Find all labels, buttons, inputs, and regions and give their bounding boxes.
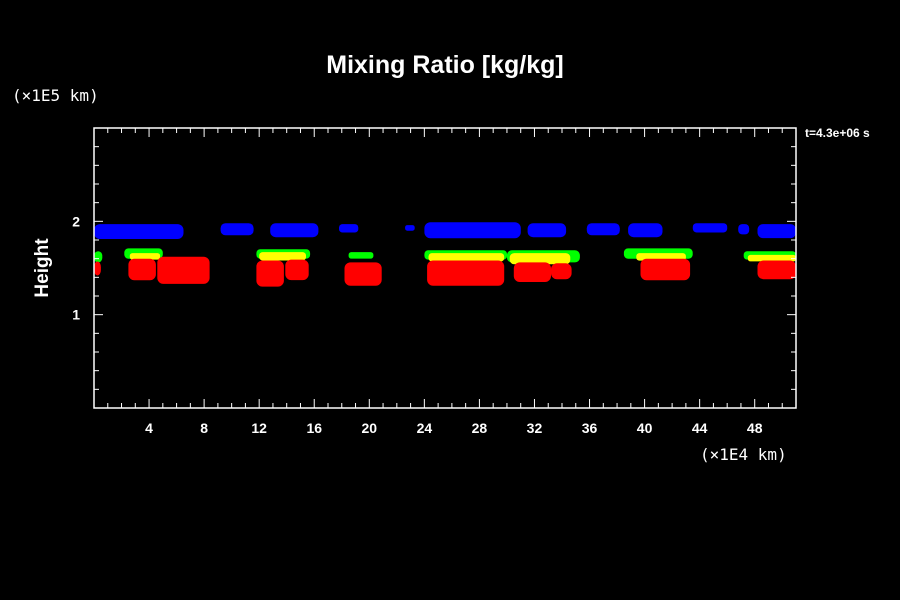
x-tick-label: 36 [582, 420, 598, 436]
region-upper-layer-9 [628, 223, 663, 238]
region-level-mid-1 [129, 253, 161, 260]
y-tick-label: 2 [72, 213, 80, 229]
region-level-low-3 [157, 256, 210, 284]
x-tick-label: 32 [527, 420, 543, 436]
region-upper-layer-6 [424, 222, 521, 239]
region-upper-layer-8 [586, 223, 620, 236]
region-level-low-7 [427, 260, 505, 286]
region-level-high-4 [348, 252, 374, 259]
region-level-low-6 [344, 262, 382, 286]
region-upper-layer-3 [270, 223, 319, 238]
y-axis-title: Height [32, 238, 53, 298]
region-upper-layer-11 [738, 224, 750, 235]
x-tick-label: 20 [362, 420, 378, 436]
region-level-low-10 [640, 258, 691, 281]
region-upper-layer-2 [220, 223, 254, 236]
x-tick-label: 48 [747, 420, 763, 436]
region-upper-layer-1 [94, 224, 184, 239]
region-level-low-11 [757, 260, 796, 280]
x-tick-label: 24 [417, 420, 433, 436]
x-tick-label: 12 [251, 420, 267, 436]
region-level-mid-2 [259, 252, 306, 261]
x-unit-label: (×1E4 km) [700, 445, 787, 464]
region-upper-layer-12 [757, 224, 796, 239]
x-tick-label: 8 [200, 420, 208, 436]
region-level-mid-3 [428, 253, 505, 262]
region-upper-layer-5 [405, 225, 415, 231]
x-tick-label: 44 [692, 420, 708, 436]
cloud-regions [94, 222, 796, 287]
time-label: t=4.3e+06 s [805, 126, 870, 140]
region-level-low-2 [128, 258, 156, 281]
region-level-mid-4 [509, 253, 571, 265]
y-unit-label: (×1E5 km) [12, 86, 99, 105]
x-tick-label: 16 [306, 420, 322, 436]
region-upper-layer-7 [527, 223, 567, 238]
x-tick-label: 4 [145, 420, 153, 436]
region-level-low-1 [94, 261, 101, 276]
chart-title: Mixing Ratio [kg/kg] [326, 51, 564, 79]
x-tick-label: 40 [637, 420, 653, 436]
region-level-mid-6 [747, 254, 796, 262]
region-level-high-1 [94, 251, 103, 263]
region-level-low-9 [551, 263, 572, 280]
x-tick-label: 28 [472, 420, 488, 436]
y-tick-label: 1 [72, 307, 80, 323]
plot-frame [93, 127, 797, 409]
region-level-low-5 [285, 259, 309, 281]
region-level-low-8 [513, 262, 551, 282]
region-upper-layer-4 [339, 224, 359, 233]
region-level-low-4 [256, 260, 284, 287]
region-upper-layer-10 [692, 223, 728, 233]
